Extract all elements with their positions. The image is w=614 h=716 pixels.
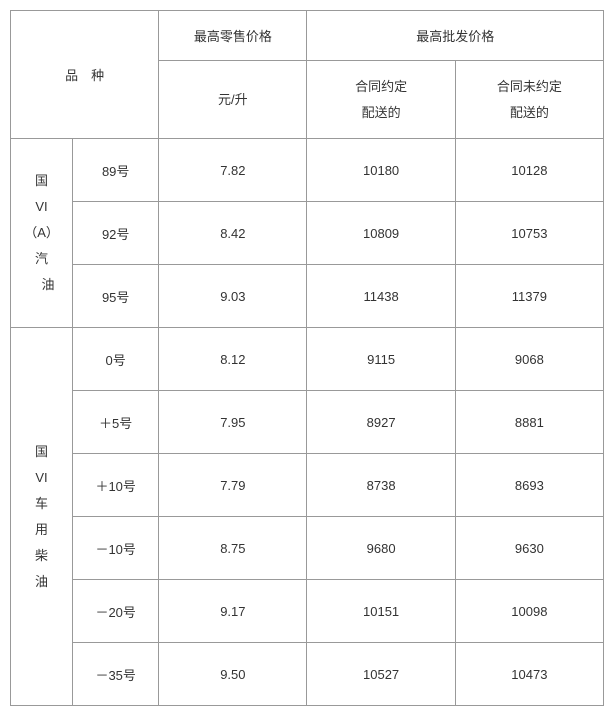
price-table: 品 种 最高零售价格 最高批发价格 元/升 合同约定配送的 合同未约定配送的 国… bbox=[10, 10, 604, 706]
retail-cell: 7.95 bbox=[159, 391, 307, 454]
nocontract-cell: 11379 bbox=[455, 265, 603, 328]
retail-cell: 8.12 bbox=[159, 328, 307, 391]
header-unit: 元/升 bbox=[159, 61, 307, 139]
nocontract-cell: 10098 bbox=[455, 580, 603, 643]
nocontract-cell: 9630 bbox=[455, 517, 603, 580]
header-row-1: 品 种 最高零售价格 最高批发价格 bbox=[11, 11, 604, 61]
header-retail: 最高零售价格 bbox=[159, 11, 307, 61]
grade-cell: 89号 bbox=[73, 139, 159, 202]
nocontract-cell: 8693 bbox=[455, 454, 603, 517]
contract-cell: 8927 bbox=[307, 391, 455, 454]
contract-cell: 11438 bbox=[307, 265, 455, 328]
table-row: －35号 9.50 10527 10473 bbox=[11, 643, 604, 706]
grade-cell: －10号 bbox=[73, 517, 159, 580]
contract-cell: 10151 bbox=[307, 580, 455, 643]
grade-cell: ＋5号 bbox=[73, 391, 159, 454]
retail-cell: 9.50 bbox=[159, 643, 307, 706]
table-row: －10号 8.75 9680 9630 bbox=[11, 517, 604, 580]
nocontract-cell: 8881 bbox=[455, 391, 603, 454]
grade-cell: 92号 bbox=[73, 202, 159, 265]
contract-cell: 9680 bbox=[307, 517, 455, 580]
table-row: 92号 8.42 10809 10753 bbox=[11, 202, 604, 265]
table-row: ＋10号 7.79 8738 8693 bbox=[11, 454, 604, 517]
header-contract-delivery: 合同约定配送的 bbox=[307, 61, 455, 139]
nocontract-cell: 10128 bbox=[455, 139, 603, 202]
grade-cell: －35号 bbox=[73, 643, 159, 706]
nocontract-cell: 10473 bbox=[455, 643, 603, 706]
header-wholesale: 最高批发价格 bbox=[307, 11, 604, 61]
table-row: －20号 9.17 10151 10098 bbox=[11, 580, 604, 643]
grade-cell: －20号 bbox=[73, 580, 159, 643]
retail-cell: 8.42 bbox=[159, 202, 307, 265]
contract-cell: 10809 bbox=[307, 202, 455, 265]
header-variety: 品 种 bbox=[11, 11, 159, 139]
table-row: 95号 9.03 11438 11379 bbox=[11, 265, 604, 328]
header-no-contract-delivery: 合同未约定配送的 bbox=[455, 61, 603, 139]
nocontract-cell: 9068 bbox=[455, 328, 603, 391]
contract-cell: 10180 bbox=[307, 139, 455, 202]
category-gasoline: 国VI（A）汽 油 bbox=[11, 139, 73, 328]
retail-cell: 9.03 bbox=[159, 265, 307, 328]
table-row: 国VI车用柴油 0号 8.12 9115 9068 bbox=[11, 328, 604, 391]
nocontract-cell: 10753 bbox=[455, 202, 603, 265]
table-row: 国VI（A）汽 油 89号 7.82 10180 10128 bbox=[11, 139, 604, 202]
grade-cell: ＋10号 bbox=[73, 454, 159, 517]
retail-cell: 9.17 bbox=[159, 580, 307, 643]
contract-cell: 8738 bbox=[307, 454, 455, 517]
table-row: ＋5号 7.95 8927 8881 bbox=[11, 391, 604, 454]
retail-cell: 7.79 bbox=[159, 454, 307, 517]
contract-cell: 9115 bbox=[307, 328, 455, 391]
grade-cell: 95号 bbox=[73, 265, 159, 328]
contract-cell: 10527 bbox=[307, 643, 455, 706]
grade-cell: 0号 bbox=[73, 328, 159, 391]
retail-cell: 7.82 bbox=[159, 139, 307, 202]
retail-cell: 8.75 bbox=[159, 517, 307, 580]
